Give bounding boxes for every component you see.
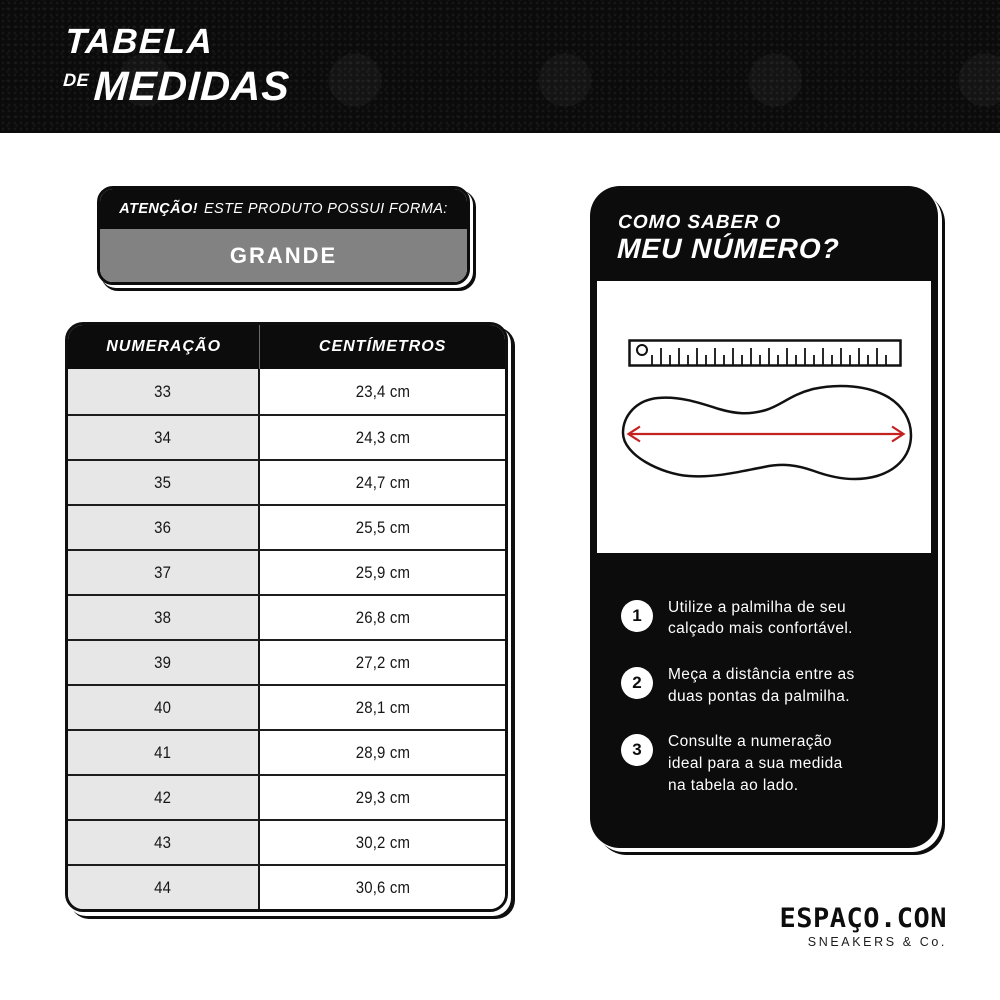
- size-cell: 38: [68, 596, 261, 639]
- ruler-icon: [628, 338, 902, 367]
- table-row: 34 24,3 cm: [68, 414, 505, 459]
- fit-badge: GRANDE: [100, 229, 467, 282]
- size-table-body: 33 23,4 cm 34 24,3 cm 35 24,7 cm 36 25,5 cm 37 25…: [68, 369, 505, 909]
- attention-text: ESTE PRODUTO POSSUI FORMA:: [203, 201, 448, 217]
- table-row: 36 25,5 cm: [68, 504, 505, 549]
- cm-cell: 25,9 cm: [260, 551, 505, 594]
- size-cell: 35: [68, 461, 261, 504]
- size-cell: 36: [68, 506, 261, 549]
- step-text: Meça a distância entre as duas pontas da…: [668, 666, 855, 705]
- size-cell: 40: [68, 686, 261, 729]
- brand-logo: ESPAÇO.CON SNEAKERS & Co.: [779, 905, 947, 949]
- cm-cell: 30,2 cm: [260, 821, 505, 864]
- cm-cell: 29,3 cm: [260, 776, 505, 819]
- cm-cell: 24,7 cm: [260, 461, 505, 504]
- cm-cell: 24,3 cm: [260, 416, 505, 459]
- table-row: 35 24,7 cm: [68, 459, 505, 504]
- attention-box: ATENÇÃO! ESTE PRODUTO POSSUI FORMA: GRAN…: [97, 186, 470, 285]
- page-title: TABELA DEMEDIDAS: [62, 22, 293, 109]
- column-header-numeracao: NUMERAÇÃO: [68, 325, 261, 369]
- size-cell: 34: [68, 416, 261, 459]
- cm-cell: 30,6 cm: [260, 866, 505, 909]
- step-number-badge: 2: [621, 667, 653, 699]
- size-cell: 44: [68, 866, 261, 909]
- step-number-badge: 1: [621, 599, 653, 632]
- header-band: TABELA DEMEDIDAS: [0, 0, 1000, 133]
- brand-name: ESPAÇO.CON: [779, 903, 947, 934]
- page-title-de: DE: [62, 70, 90, 90]
- column-header-centimetros: CENTÍMETROS: [318, 338, 447, 355]
- size-cell: 39: [68, 641, 261, 684]
- table-row: 33 23,4 cm: [68, 369, 505, 414]
- table-row: 40 28,1 cm: [68, 684, 505, 729]
- table-row: 38 26,8 cm: [68, 594, 505, 639]
- insole-outline-icon: [621, 384, 913, 480]
- size-cell: 42: [68, 776, 261, 819]
- size-cell: 41: [68, 731, 261, 774]
- cm-cell: 28,1 cm: [260, 686, 505, 729]
- guide-title-line2: MEU NÚMERO?: [616, 233, 841, 265]
- size-cell: 37: [68, 551, 261, 594]
- page-title-line2: DEMEDIDAS: [62, 63, 292, 109]
- attention-message: ATENÇÃO! ESTE PRODUTO POSSUI FORMA:: [100, 189, 467, 229]
- size-cell: 43: [68, 821, 261, 864]
- table-row: 41 28,9 cm: [68, 729, 505, 774]
- table-row: 44 30,6 cm: [68, 864, 505, 909]
- step-text: Utilize a palmilha de seu calçado mais c…: [668, 598, 853, 638]
- size-table-header: NUMERAÇÃO CENTÍMETROS: [68, 325, 505, 369]
- cm-cell: 23,4 cm: [260, 369, 505, 414]
- cm-cell: 27,2 cm: [260, 641, 505, 684]
- size-table: NUMERAÇÃO CENTÍMETROS 33 23,4 cm 34 24,3 cm…: [65, 322, 508, 912]
- guide-steps: 1 Utilize a palmilha de seu calçado mais …: [590, 553, 938, 797]
- attention-emphasis: ATENÇÃO!: [119, 201, 198, 217]
- measure-illustration: [597, 280, 931, 553]
- size-cell: 33: [68, 369, 261, 414]
- table-row: 42 29,3 cm: [68, 774, 505, 819]
- page-title-line1: TABELA: [64, 22, 215, 61]
- guide-title: COMO SABER O MEU NÚMERO?: [590, 186, 938, 265]
- cm-cell: 28,9 cm: [260, 731, 505, 774]
- step-text: Consulte a numeração ideal para a sua me…: [668, 733, 843, 794]
- table-row: 39 27,2 cm: [68, 639, 505, 684]
- cm-cell: 25,5 cm: [260, 506, 505, 549]
- step-item: 1 Utilize a palmilha de seu calçado mais …: [621, 597, 914, 640]
- page-title-medidas: MEDIDAS: [92, 63, 292, 109]
- step-number-badge: 3: [621, 734, 653, 767]
- measure-arrow-icon: [626, 425, 906, 443]
- table-row: 43 30,2 cm: [68, 819, 505, 864]
- step-item: 3 Consulte a numeração ideal para a sua m…: [621, 731, 914, 796]
- cm-cell: 26,8 cm: [260, 596, 505, 639]
- step-item: 2 Meça a distância entre as duas pontas d…: [621, 664, 914, 707]
- brand-tagline: SNEAKERS & Co.: [807, 935, 947, 949]
- guide-title-line1: COMO SABER O: [617, 212, 782, 233]
- table-row: 37 25,9 cm: [68, 549, 505, 594]
- guide-panel: COMO SABER O MEU NÚMERO? 1 Utilize a palm…: [590, 186, 938, 848]
